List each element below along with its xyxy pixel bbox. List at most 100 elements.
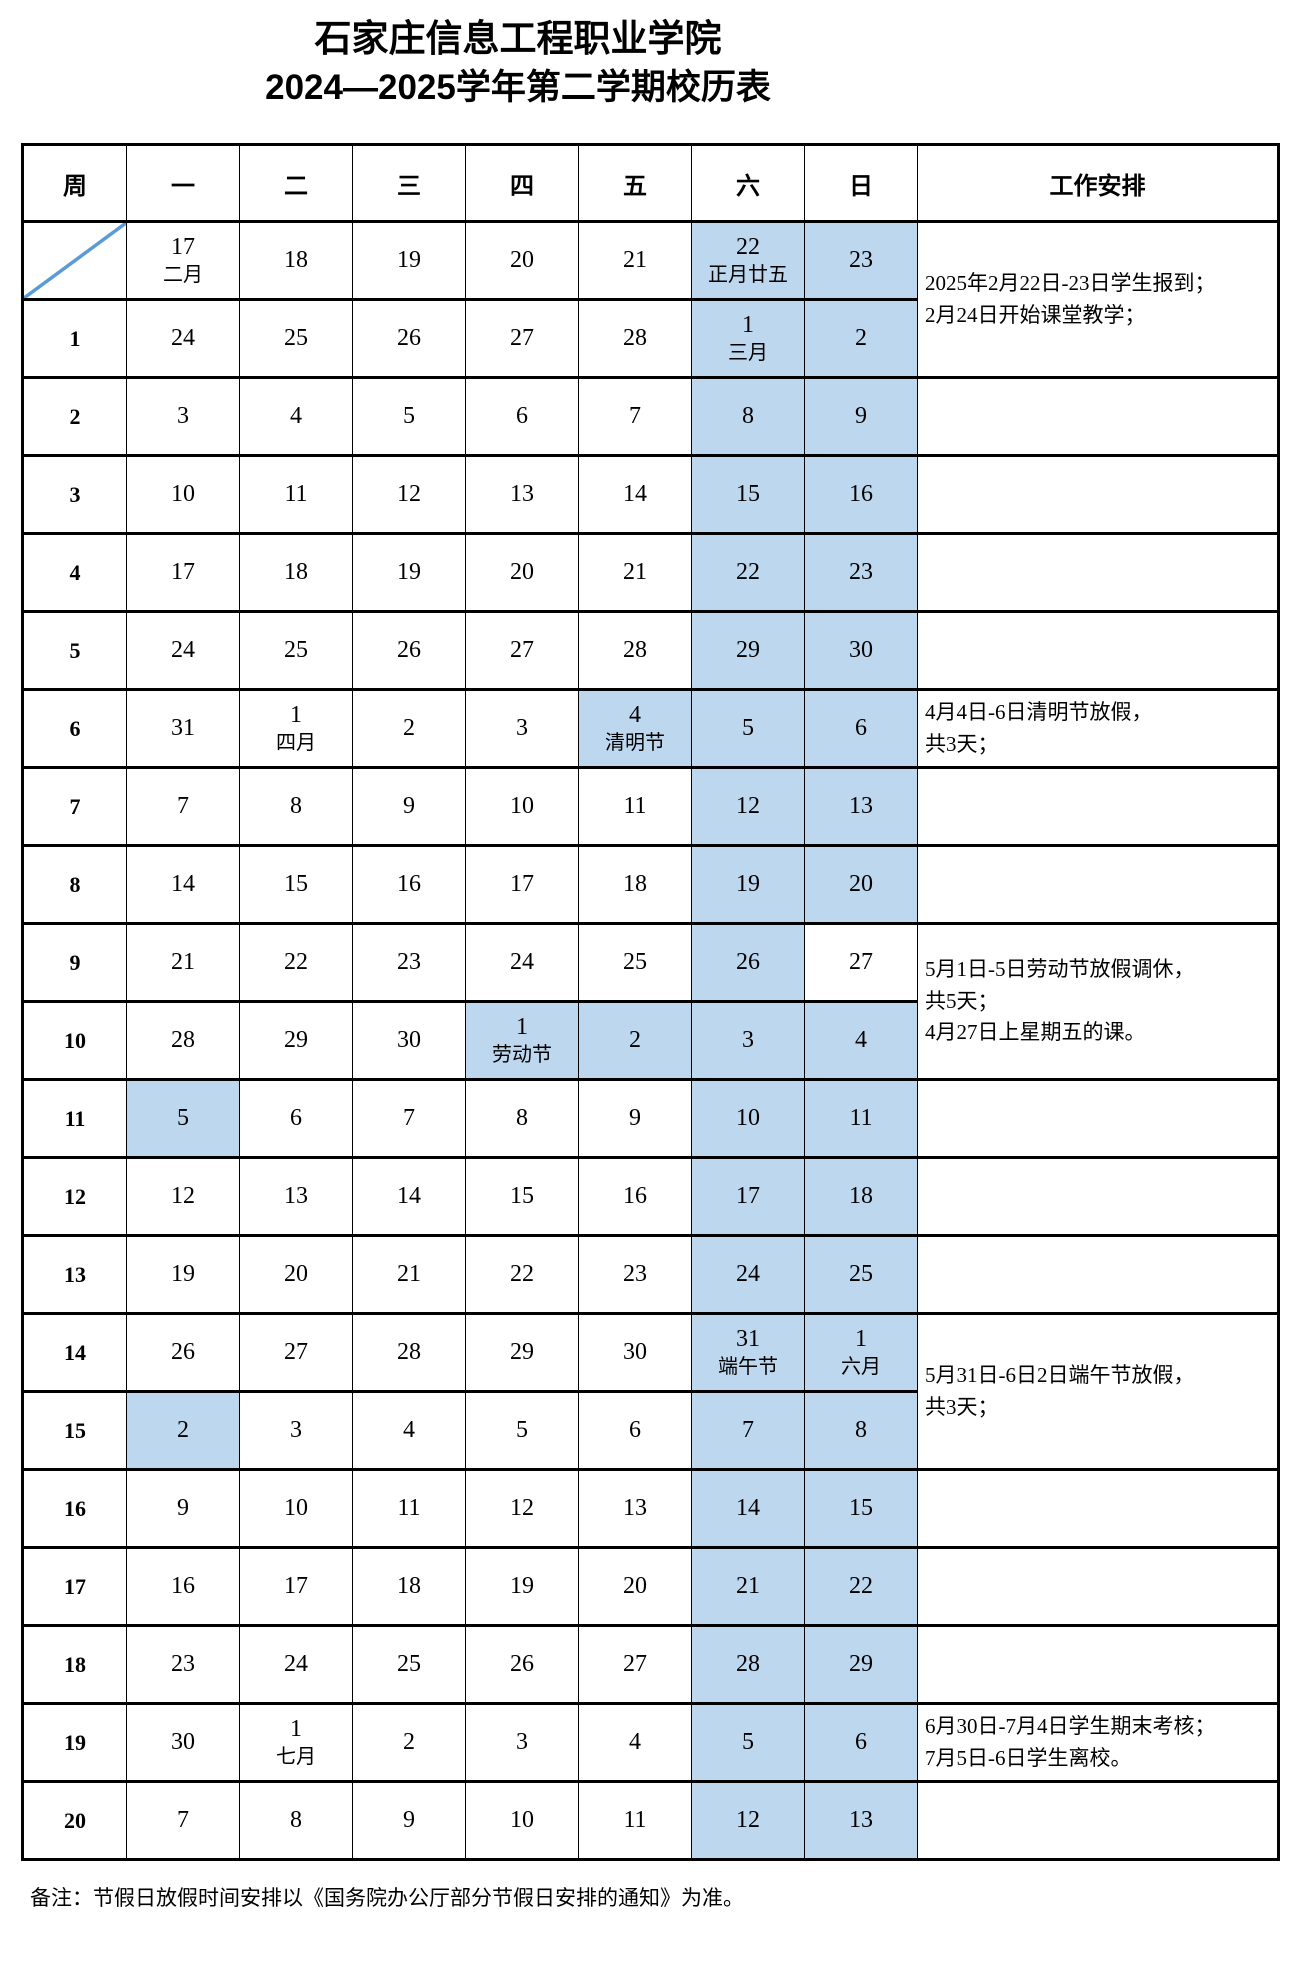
day-cell: 2: [578, 1000, 692, 1081]
day-cell: 9: [352, 766, 466, 847]
footnote: 备注：节假日放假时间安排以《国务院办公厅部分节假日安排的通知》为准。: [30, 1886, 744, 1910]
day-number: 8: [290, 792, 302, 819]
day-cell: 8: [804, 1390, 918, 1471]
day-number: 20: [623, 1572, 647, 1599]
day-cell: 5: [465, 1390, 579, 1471]
day-cell: 2: [352, 1702, 466, 1783]
note-line: 共3天；: [925, 1394, 999, 1419]
day-cell: 25: [804, 1234, 918, 1315]
day-number: 18: [284, 558, 308, 585]
day-cell: 22: [804, 1546, 918, 1627]
day-number: 21: [736, 1572, 760, 1599]
day-number: 15: [736, 480, 760, 507]
day-cell: 15: [465, 1156, 579, 1237]
day-sublabel: 正月廿五: [708, 263, 788, 286]
day-number: 4: [855, 1026, 867, 1053]
day-cell: 28: [126, 1000, 240, 1081]
day-number: 28: [736, 1650, 760, 1677]
day-number: 3: [742, 1026, 754, 1053]
week-cell: 20: [22, 1780, 127, 1861]
day-number: 2: [177, 1416, 189, 1443]
day-number: 30: [849, 636, 873, 663]
day-cell: 29: [239, 1000, 353, 1081]
day-number: 1: [290, 702, 302, 729]
day-number: 1: [516, 1014, 528, 1041]
day-number: 22: [849, 1572, 873, 1599]
day-number: 12: [736, 1806, 760, 1833]
day-number: 19: [397, 246, 421, 273]
day-cell: 10: [691, 1078, 805, 1159]
day-cell: 3: [465, 688, 579, 769]
day-sublabel: 二月: [163, 263, 203, 286]
day-cell: 6: [465, 376, 579, 457]
day-number: 27: [284, 1338, 308, 1365]
note-line: 5月1日-5日劳动节放假调休，: [925, 957, 1195, 982]
day-number: 26: [397, 636, 421, 663]
day-cell: 18: [578, 844, 692, 925]
note-cell: [917, 766, 1279, 847]
header-cell-5: 五: [578, 143, 692, 223]
day-cell: 10: [126, 454, 240, 535]
calendar-row-18: 18 23 24 25 26 27 28 29: [22, 1624, 1279, 1705]
note-cell: 5月31日-6日2日端午节放假， 共3天；: [917, 1312, 1279, 1471]
day-number: 24: [171, 636, 195, 663]
calendar-row-10: 10 28 29 30 1 劳动节 2 3 4: [22, 1000, 1279, 1081]
day-number: 16: [397, 870, 421, 897]
day-cell: 14: [691, 1468, 805, 1549]
day-number: 8: [742, 402, 754, 429]
note-cell: [917, 1078, 1279, 1159]
day-number: 26: [171, 1338, 195, 1365]
day-number: 2: [403, 714, 415, 741]
day-cell: 26: [352, 298, 466, 379]
day-cell: 13: [804, 1780, 918, 1861]
note-line: 6月30日-7月4日学生期末考核；: [925, 1714, 1216, 1738]
day-cell: 28: [691, 1624, 805, 1705]
day-number: 20: [510, 558, 534, 585]
note-line: 共3天；: [925, 731, 999, 756]
day-cell: 27: [804, 922, 918, 1003]
day-cell: 23: [578, 1234, 692, 1315]
week-cell: 4: [22, 532, 127, 613]
day-number: 24: [510, 948, 534, 975]
day-cell: 18: [804, 1156, 918, 1237]
week-cell: 8: [22, 844, 127, 925]
note-cell: 4月4日-6日清明节放假， 共3天；: [917, 688, 1279, 769]
day-number: 22: [736, 558, 760, 585]
calendar-row-0: 17 二月 18 19 20 21 22 正月廿五 23 2025年2月22日-23日学生报到； 2…: [22, 220, 1279, 379]
day-number: 18: [284, 246, 308, 273]
day-number: 5: [516, 1416, 528, 1443]
day-cell: 18: [239, 532, 353, 613]
day-number: 4: [290, 402, 302, 429]
day-cell: 30: [578, 1312, 692, 1393]
calendar-table: 周一二三四五六日工作安排 17 二月 18 19 20 21 22 正月廿五 23 2025年2月…: [21, 143, 1280, 1861]
day-cell: 27: [578, 1624, 692, 1705]
day-number: 4: [629, 1728, 641, 1755]
day-number: 27: [623, 1650, 647, 1677]
day-number: 8: [290, 1806, 302, 1833]
day-cell: 7: [352, 1078, 466, 1159]
day-number: 19: [397, 558, 421, 585]
day-number: 14: [623, 480, 647, 507]
day-cell: 23: [352, 922, 466, 1003]
day-number: 14: [736, 1494, 760, 1521]
note-line: 5月31日-6日2日端午节放假，: [925, 1363, 1195, 1387]
day-cell: 17: [691, 1156, 805, 1237]
day-cell: 9: [578, 1078, 692, 1159]
day-cell: 29: [465, 1312, 579, 1393]
day-number: 11: [849, 1104, 873, 1131]
day-number: 25: [849, 1260, 873, 1287]
week-cell: 9: [22, 922, 127, 1003]
note-cell: [917, 610, 1279, 691]
day-number: 23: [849, 558, 873, 585]
day-cell: 15: [804, 1468, 918, 1549]
day-cell: 16: [804, 454, 918, 535]
day-cell: 24: [126, 610, 240, 691]
day-number: 9: [629, 1104, 641, 1131]
note-cell: 6月30日-7月4日学生期末考核； 7月5日-6日学生离校。: [917, 1702, 1279, 1783]
day-cell-with-label: 22 正月廿五: [691, 220, 805, 301]
note-line: 2025年2月22日-23日学生报到；: [925, 271, 1216, 295]
day-cell: 19: [352, 220, 466, 301]
day-cell: 4: [578, 1702, 692, 1783]
day-cell: 14: [126, 844, 240, 925]
day-number: 5: [403, 402, 415, 429]
